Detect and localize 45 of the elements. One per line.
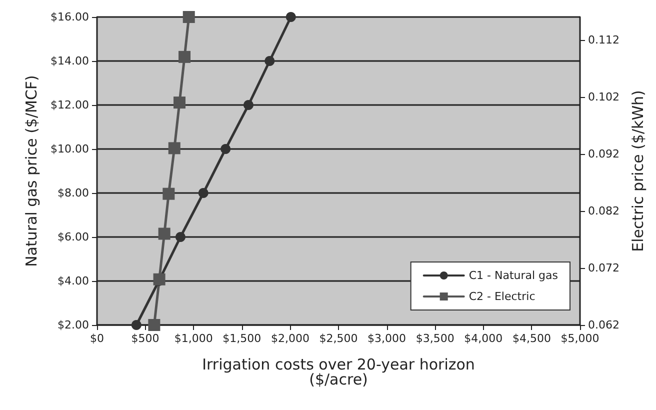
y2-tick-label: 0.082 bbox=[588, 204, 620, 218]
y2-tick-label: 0.092 bbox=[588, 147, 620, 160]
x-tick-label: $0 bbox=[90, 332, 104, 345]
y2-axis-title: Electric price ($/kWh) bbox=[628, 90, 647, 252]
x-tick-label: $500 bbox=[131, 332, 160, 345]
x-tick-label: $4,500 bbox=[512, 332, 551, 345]
point bbox=[158, 228, 170, 240]
point bbox=[243, 100, 254, 110]
point bbox=[162, 188, 175, 200]
point bbox=[286, 12, 296, 22]
point bbox=[173, 96, 186, 109]
point bbox=[220, 144, 231, 154]
y-axis-title: Natural gas price ($/MCF) bbox=[22, 75, 40, 267]
point bbox=[198, 188, 208, 198]
y-tick-label: $14.00 bbox=[50, 54, 89, 68]
legend-label: C2 - Electric bbox=[468, 290, 536, 303]
y-tick-label: $8.00 bbox=[58, 186, 89, 200]
point bbox=[131, 320, 142, 330]
y-tick-label: $12.00 bbox=[50, 98, 89, 112]
y-tick-label: $16.00 bbox=[50, 10, 89, 24]
y2-tick-label: 0.112 bbox=[588, 33, 620, 46]
point bbox=[168, 142, 180, 154]
point bbox=[264, 56, 275, 66]
x-tick-label: $5,000 bbox=[560, 332, 600, 345]
x-tick-label: $1,000 bbox=[174, 332, 213, 345]
y-tick-label: $2.00 bbox=[58, 318, 89, 332]
legend-label: C1 - Natural gas bbox=[468, 269, 558, 282]
x-tick-label: $3,000 bbox=[368, 332, 406, 345]
point bbox=[182, 11, 195, 23]
x-tick-label: $2,000 bbox=[270, 332, 310, 345]
y-tick-label: $6.00 bbox=[58, 230, 89, 244]
y-tick-label: $4.00 bbox=[58, 274, 89, 288]
x-tick-label: $4,000 bbox=[464, 332, 503, 345]
point bbox=[175, 232, 186, 242]
point bbox=[178, 50, 191, 63]
point bbox=[153, 273, 166, 286]
y2-tick-label: 0.072 bbox=[588, 261, 620, 274]
y-tick-label: $10.00 bbox=[50, 142, 89, 156]
y2-tick-label: 0.102 bbox=[588, 90, 620, 104]
x-axis-title: Irrigation costs over 20-year horizon ($/acre) bbox=[202, 356, 475, 388]
x-tick-label: $2,500 bbox=[319, 332, 358, 345]
y2-tick-label: 0.062 bbox=[588, 318, 620, 332]
x-tick-label: $1,500 bbox=[222, 332, 262, 345]
x-tick-label: $3,500 bbox=[416, 332, 454, 345]
point bbox=[148, 319, 160, 331]
